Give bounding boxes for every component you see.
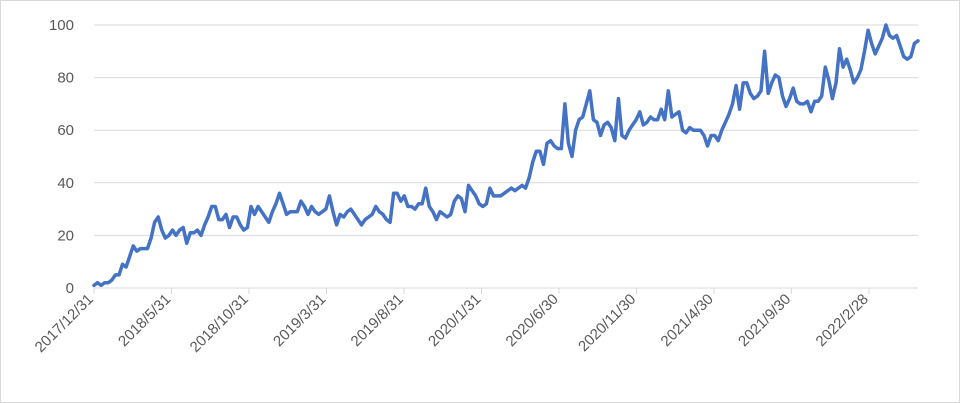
y-tick-label: 100 [49,17,74,34]
x-tick-label: 2017/12/31 [32,291,97,356]
x-tick-label: 2022/2/28 [813,291,872,350]
x-tick-label: 2021/9/30 [735,291,794,350]
x-tick-label: 2020/11/30 [575,291,639,355]
y-tick-label: 80 [57,70,74,87]
x-tick-label: 2018/5/31 [115,291,174,350]
x-tick-label: 2020/6/30 [503,291,562,350]
series-line-0 [92,23,920,288]
y-tick-label: 0 [66,280,74,297]
x-tick-label: 2019/3/31 [270,291,329,350]
x-tick-label: 2018/10/31 [187,291,252,356]
y-tick-label: 60 [57,122,74,139]
x-tick-label: 2020/1/31 [425,291,484,350]
x-tick-label: 2021/4/30 [658,291,717,350]
y-tick-label: 40 [57,175,74,192]
x-tick-label: 2019/8/31 [348,291,407,350]
y-tick-label: 20 [57,227,74,244]
